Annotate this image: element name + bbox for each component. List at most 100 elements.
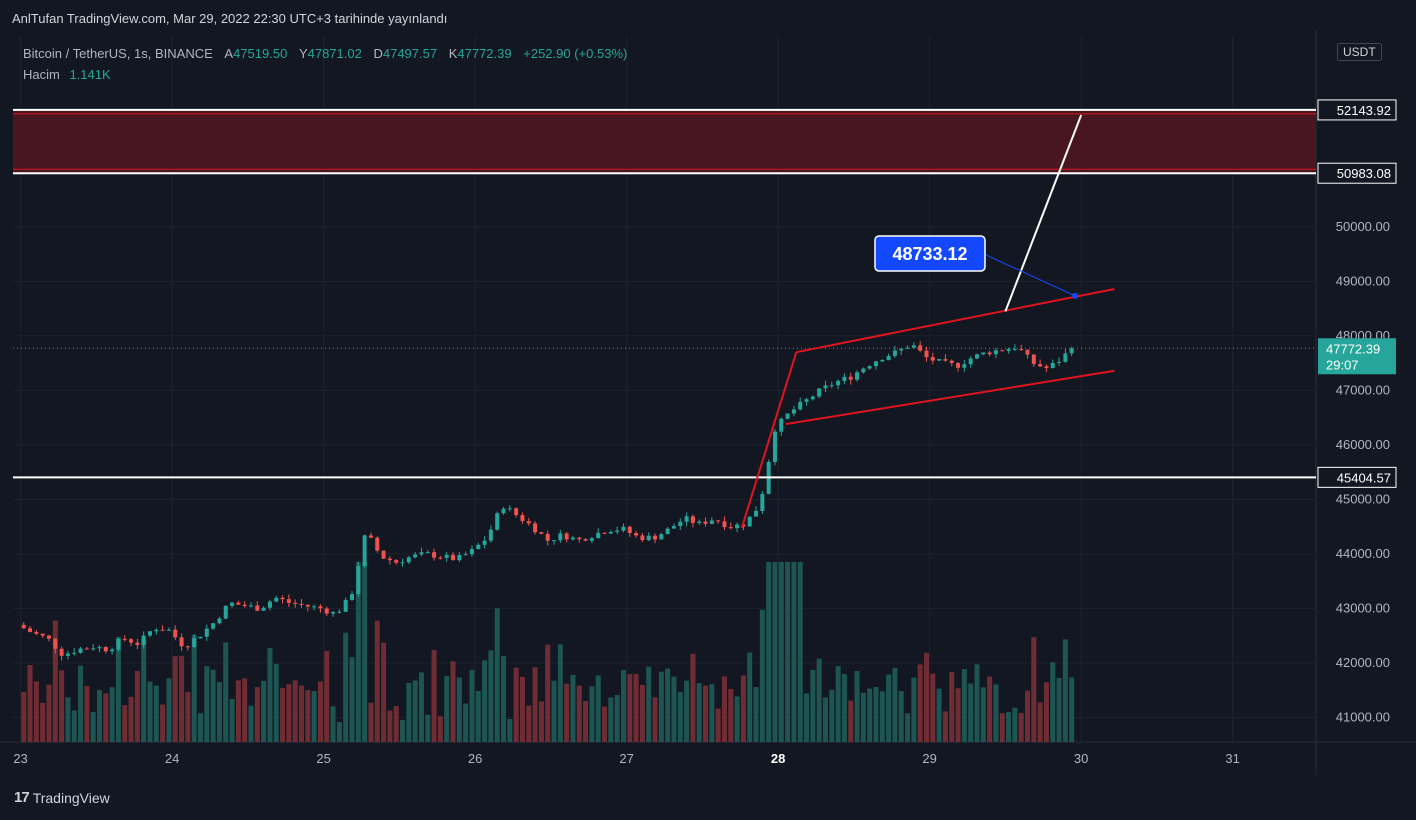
y-tick-label: 50000.00 (1336, 219, 1390, 234)
level-label: 52143.92 (1337, 103, 1391, 118)
candle-body (514, 508, 519, 516)
volume-bar (197, 713, 203, 742)
candle-body (444, 554, 449, 558)
volume-bar (368, 702, 374, 742)
x-tick-label: 25 (316, 751, 330, 766)
candle-body (476, 544, 481, 550)
volume-bar (898, 691, 904, 742)
candle-body (331, 611, 336, 614)
volume-bar (608, 697, 614, 742)
volume-bar (381, 642, 387, 742)
volume-bar (134, 670, 140, 742)
currency-badge[interactable]: USDT (1337, 43, 1382, 61)
candle-body (993, 350, 998, 355)
volume-bar (431, 650, 437, 742)
candle-body (817, 388, 822, 397)
candle-body (154, 629, 159, 632)
candle-body (974, 354, 979, 359)
candle-body (501, 508, 506, 514)
volume-bar (557, 644, 563, 742)
volume-bar (355, 562, 361, 742)
zone-fill (13, 109, 1316, 174)
candle-body (962, 364, 967, 368)
candle-body (697, 521, 702, 523)
candle-body (293, 602, 298, 604)
candle-body (526, 521, 531, 524)
volume-bar (1031, 637, 1037, 742)
volume-bar (589, 686, 595, 742)
volume-bar (513, 667, 519, 742)
candle-body (728, 527, 733, 529)
candle-body (987, 352, 992, 355)
candle-body (65, 653, 70, 656)
volume-bar (469, 669, 475, 742)
tradingview-logo[interactable]: 17 TradingView (14, 789, 110, 806)
volume-bar (444, 675, 450, 742)
candle-body (1025, 349, 1030, 355)
volume-bar (1037, 702, 1043, 742)
candle-body (621, 526, 626, 531)
volume-bar (829, 689, 835, 742)
candle-body (1000, 350, 1005, 352)
volume-bar (627, 674, 633, 742)
candle-body (634, 533, 639, 536)
candle-body (432, 552, 437, 558)
volume-bar (595, 675, 601, 742)
volume-bar (90, 712, 96, 742)
y-tick-label: 42000.00 (1336, 655, 1390, 670)
volume-legend: Hacim 1.141K (23, 67, 111, 82)
volume-bar (115, 636, 121, 742)
candles (21, 341, 1074, 661)
volume-bar (639, 684, 645, 742)
volume-bar (867, 688, 873, 742)
candle-body (53, 638, 58, 649)
candle-body (192, 638, 197, 647)
candle-body (589, 538, 594, 541)
candle-body (318, 606, 323, 609)
candle-body (716, 520, 721, 522)
candle-body (507, 508, 512, 510)
candle-body (179, 637, 184, 647)
candle-body (211, 623, 216, 629)
volume-bar (917, 664, 923, 742)
candle-body (665, 528, 670, 535)
candle-body (608, 531, 613, 534)
y-tick-label: 44000.00 (1336, 546, 1390, 561)
candle-body (791, 409, 796, 414)
high-value: 47871.02 (307, 46, 362, 61)
symbol-name: Bitcoin / TetherUS, 1s, BINANCE (23, 46, 213, 61)
candle-body (46, 635, 51, 639)
volume-bar (482, 660, 488, 742)
volume-bar (740, 675, 746, 742)
candle-body (1031, 354, 1036, 365)
candle-body (930, 357, 935, 361)
candle-body (248, 605, 253, 607)
volume-bar (804, 693, 810, 742)
candle-body (204, 628, 209, 637)
candle-body (97, 647, 102, 649)
candle-body (21, 624, 26, 629)
volume-bar (280, 687, 286, 742)
candle-body (261, 607, 266, 611)
target-label-box (874, 235, 986, 272)
candle-body (350, 594, 355, 600)
level-label: 45404.57 (1337, 470, 1391, 485)
candle-body (886, 356, 891, 361)
volume-bar (153, 685, 159, 742)
volume-bar (728, 689, 734, 742)
volume-bar (286, 684, 292, 742)
volume-value: 1.141K (69, 67, 111, 82)
volume-bar (71, 710, 77, 742)
candle-body (34, 631, 39, 634)
flagpole-line (740, 351, 798, 529)
projection-line (1004, 114, 1083, 312)
volume-bar (961, 669, 967, 742)
candle-body (488, 529, 493, 541)
volume-bar (267, 647, 273, 742)
volume-bar (273, 663, 279, 742)
candle-body (438, 557, 443, 559)
candle-body (1012, 348, 1017, 350)
candle-body (122, 639, 127, 641)
candle-body (28, 628, 33, 632)
